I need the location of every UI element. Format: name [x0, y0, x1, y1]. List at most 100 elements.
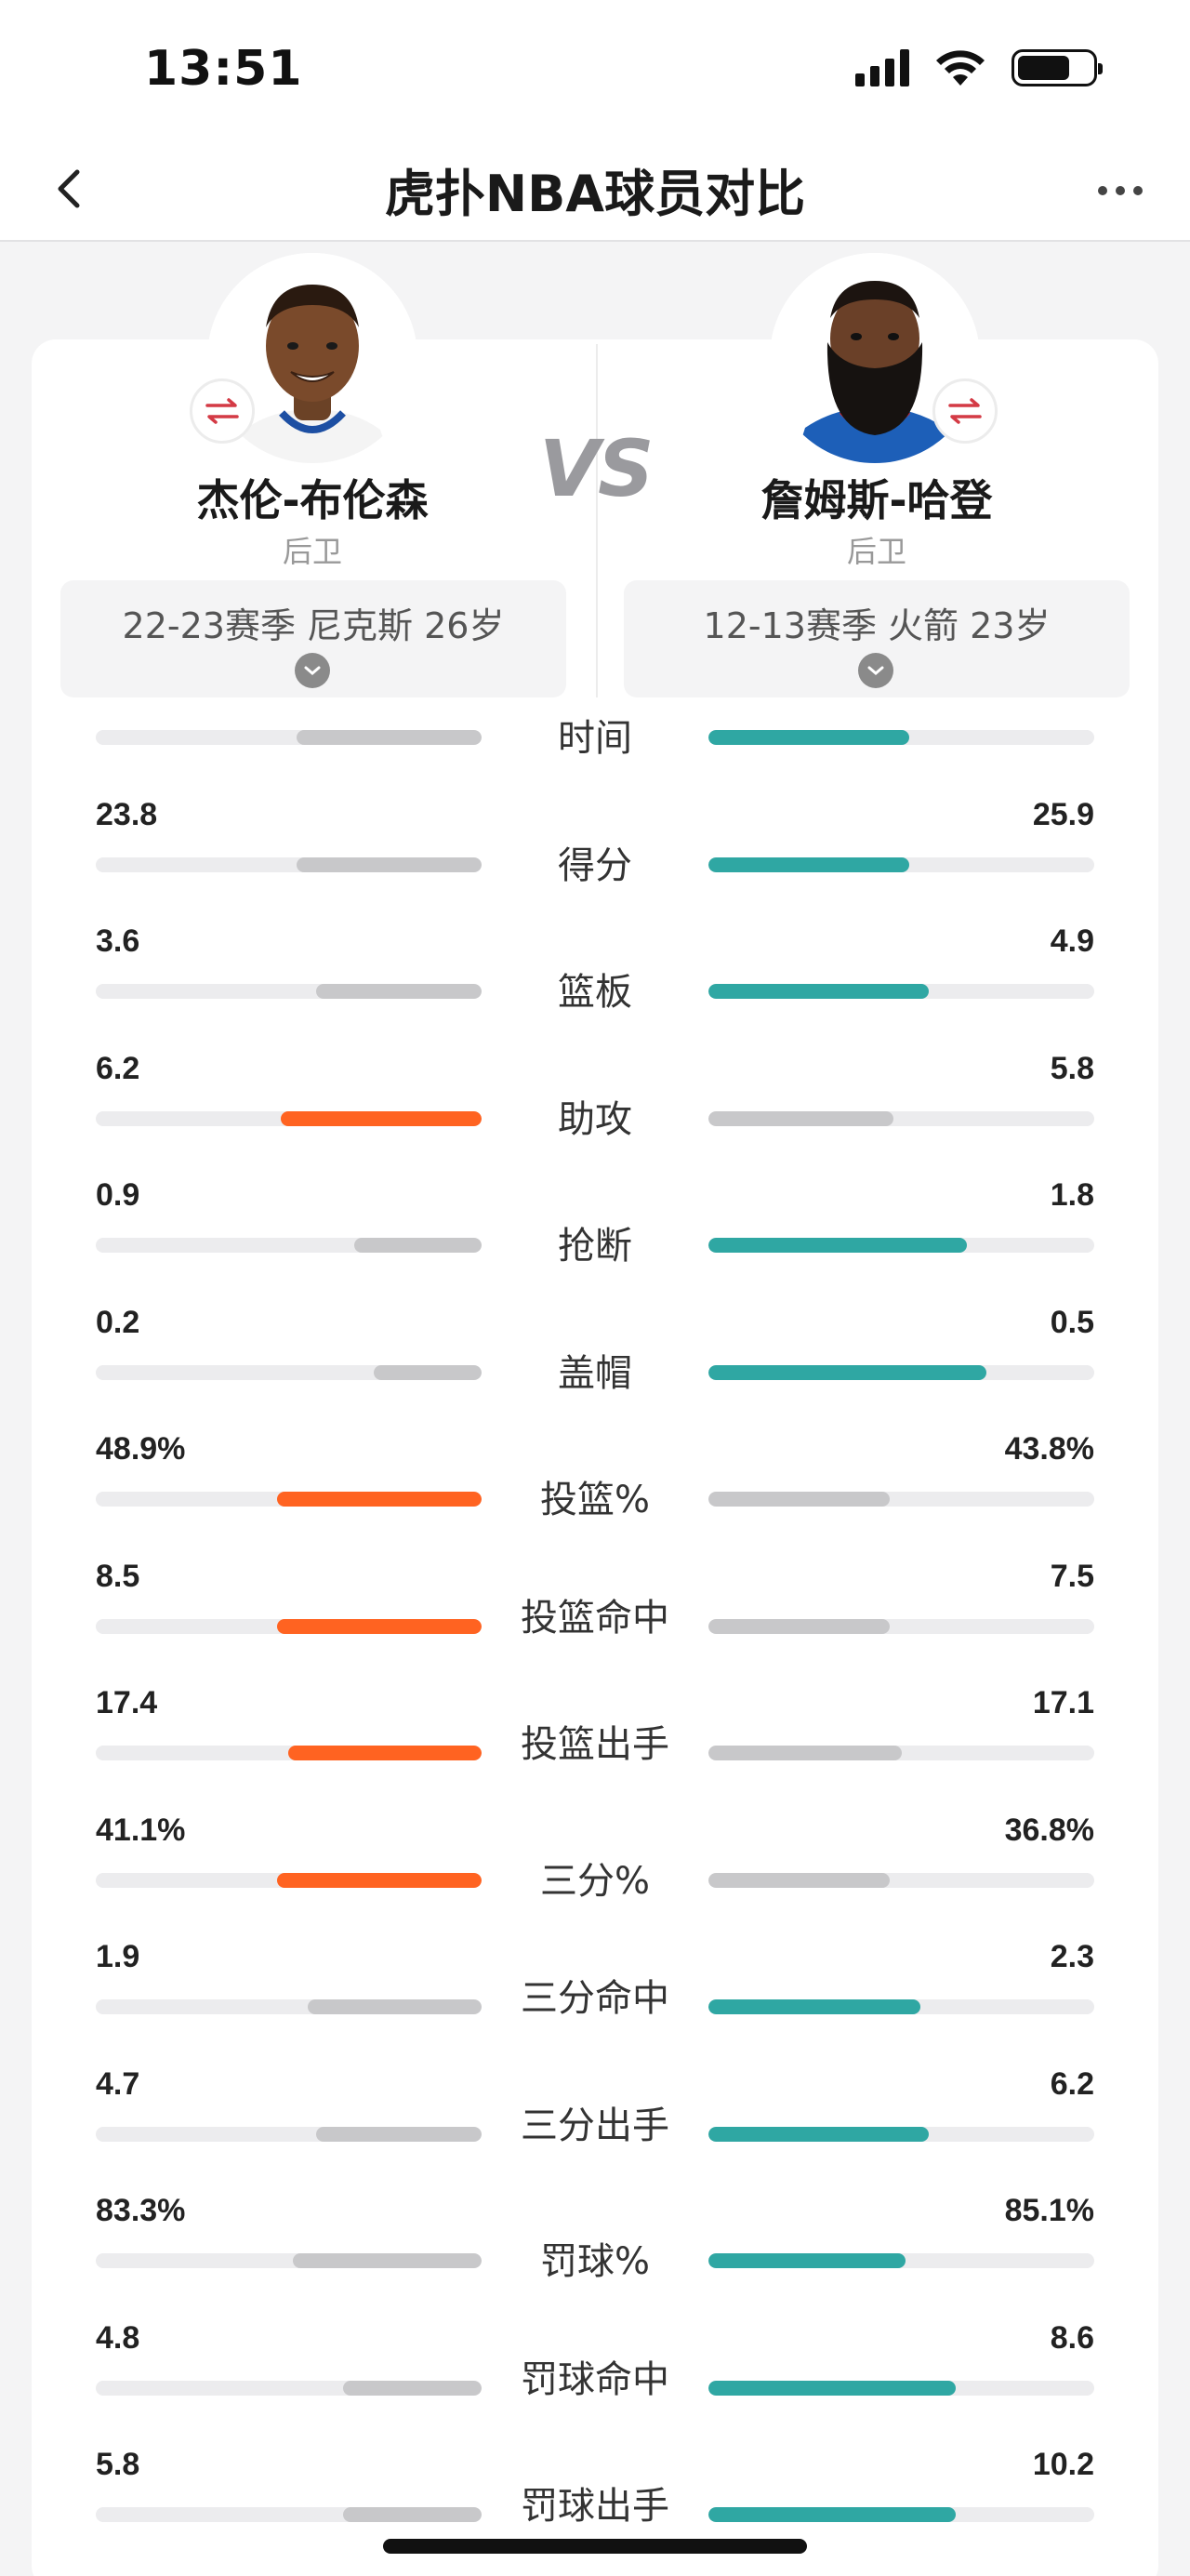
stat-left-track	[96, 1746, 482, 1760]
stat-left-track	[96, 1110, 482, 1126]
stat-label: 投篮出手	[521, 1723, 669, 1766]
stat-label: 助攻	[558, 1097, 632, 1141]
stat-label: 三分出手	[521, 2104, 669, 2147]
stat-right-track	[708, 1618, 1094, 1634]
stat-row: 1.9 2.3 三分命中	[0, 1939, 1190, 2065]
stat-right-track	[708, 2126, 1094, 2142]
stat-left-value: 23.8	[96, 796, 158, 832]
back-button[interactable]	[35, 156, 100, 221]
stat-right-track	[708, 856, 1094, 872]
stat-right-bar	[708, 2380, 956, 2396]
stat-right-value: 7.5	[1050, 1558, 1094, 1594]
stat-right-bar	[708, 2126, 929, 2142]
stat-right-track	[708, 2380, 1094, 2396]
stat-right-value: 10.2	[1032, 2447, 1094, 2482]
stat-left-value: 0.2	[96, 1304, 140, 1340]
stat-label: 抢断	[558, 1225, 632, 1268]
stat-left-value: 48.9%	[96, 1431, 186, 1467]
stat-right-track	[708, 2507, 1094, 2522]
stat-left-value: 41.1%	[96, 1812, 186, 1848]
stat-left-value: 4.8	[96, 2319, 140, 2356]
stat-label: 罚球%	[539, 2240, 650, 2283]
stat-left-bar	[308, 1999, 482, 2014]
stat-right-track	[708, 1364, 1094, 1380]
stat-right-bar	[708, 2253, 906, 2268]
stat-right-track	[708, 2253, 1094, 2268]
player-right-season-select[interactable]: 12-13赛季 火箭 23岁	[624, 580, 1130, 697]
stat-right-value: 36.8%	[1004, 1812, 1094, 1848]
stat-row: 6.2 5.8 助攻	[0, 1051, 1190, 1177]
stat-label: 三分%	[539, 1859, 650, 1903]
stat-left-bar	[277, 1872, 482, 1888]
home-indicator	[383, 2539, 807, 2554]
chevron-down-icon	[858, 653, 893, 688]
stat-row: 23.8 25.9 得分	[0, 797, 1190, 923]
player-left-photo	[207, 253, 417, 463]
stat-left-value: 6.2	[96, 1050, 140, 1086]
swap-right-button[interactable]	[932, 378, 998, 444]
stat-row: 4.8 8.6 罚球命中	[0, 2320, 1190, 2447]
nav-bar: 虎扑NBA球员对比	[0, 139, 1190, 242]
stat-left-bar	[343, 2380, 482, 2396]
stat-right-value: 25.9	[1032, 796, 1094, 832]
stat-row: 4.7 6.2 三分出手	[0, 2066, 1190, 2193]
stat-right-bar	[708, 856, 909, 872]
stat-row: 48.9% 43.8% 投篮%	[0, 1431, 1190, 1558]
stat-right-value: 1.8	[1050, 1177, 1094, 1213]
stat-left-bar	[297, 856, 482, 872]
stat-right-track	[708, 984, 1094, 999]
stat-left-track	[96, 984, 482, 999]
stat-right-bar	[708, 2507, 956, 2522]
stat-left-track	[96, 730, 482, 745]
more-button[interactable]	[1088, 167, 1153, 214]
stat-left-bar	[354, 1238, 482, 1253]
player-left-avatar[interactable]	[207, 253, 417, 463]
stat-label: 篮板	[558, 971, 632, 1014]
wifi-icon	[936, 50, 985, 86]
player-right-photo	[770, 253, 980, 463]
stat-right-bar	[708, 1746, 902, 1760]
stat-right-track	[708, 1999, 1094, 2014]
stat-right-bar	[708, 984, 929, 999]
player-right-position: 后卫	[846, 534, 906, 569]
stat-left-track	[96, 856, 482, 872]
stat-row: 3.6 4.9 篮板	[0, 923, 1190, 1050]
stat-right-bar	[708, 1999, 920, 2014]
stat-label: 三分命中	[521, 1977, 669, 2020]
stat-right-value: 5.8	[1050, 1050, 1094, 1086]
stat-right-value: 4.9	[1050, 923, 1094, 959]
stat-right-value: 17.1	[1032, 1685, 1094, 1720]
stat-left-bar	[293, 2253, 482, 2268]
stat-left-track	[96, 1492, 482, 1507]
stat-left-track	[96, 1618, 482, 1634]
stat-right-track	[708, 1238, 1094, 1253]
swap-left-button[interactable]	[190, 378, 255, 444]
stat-left-track	[96, 1872, 482, 1888]
stat-left-bar	[316, 2126, 482, 2142]
stat-left-value: 8.5	[96, 1558, 140, 1594]
player-left-season-select[interactable]: 22-23赛季 尼克斯 26岁	[60, 580, 566, 697]
swap-icon	[948, 398, 982, 424]
stat-right-value: 85.1%	[1004, 2193, 1094, 2228]
stat-row: 8.5 7.5 投篮命中	[0, 1559, 1190, 1685]
stat-right-bar	[708, 1238, 967, 1253]
stat-right-bar	[708, 1492, 890, 1507]
stat-row: 17.4 17.1 投篮出手	[0, 1685, 1190, 1812]
stat-right-track	[708, 1110, 1094, 1126]
stat-row: 0.9 1.8 抢断	[0, 1177, 1190, 1304]
stat-left-track	[96, 2507, 482, 2522]
stat-label: 得分	[558, 843, 632, 887]
stat-right-track	[708, 1872, 1094, 1888]
stat-right-track	[708, 1492, 1094, 1507]
stat-right-value: 6.2	[1050, 2065, 1094, 2102]
stat-right-value: 2.3	[1050, 1939, 1094, 1974]
status-icons	[855, 48, 1103, 87]
stat-label: 投篮%	[539, 1479, 650, 1521]
stat-label: 罚球命中	[521, 2357, 669, 2401]
more-dots-icon	[1098, 186, 1143, 195]
page-title: 虎扑NBA球员对比	[384, 165, 806, 223]
stat-left-bar	[281, 1110, 482, 1126]
chevron-down-icon	[295, 653, 330, 688]
player-left-name: 杰伦-布伦森	[196, 475, 429, 525]
stat-left-bar	[277, 1492, 482, 1507]
